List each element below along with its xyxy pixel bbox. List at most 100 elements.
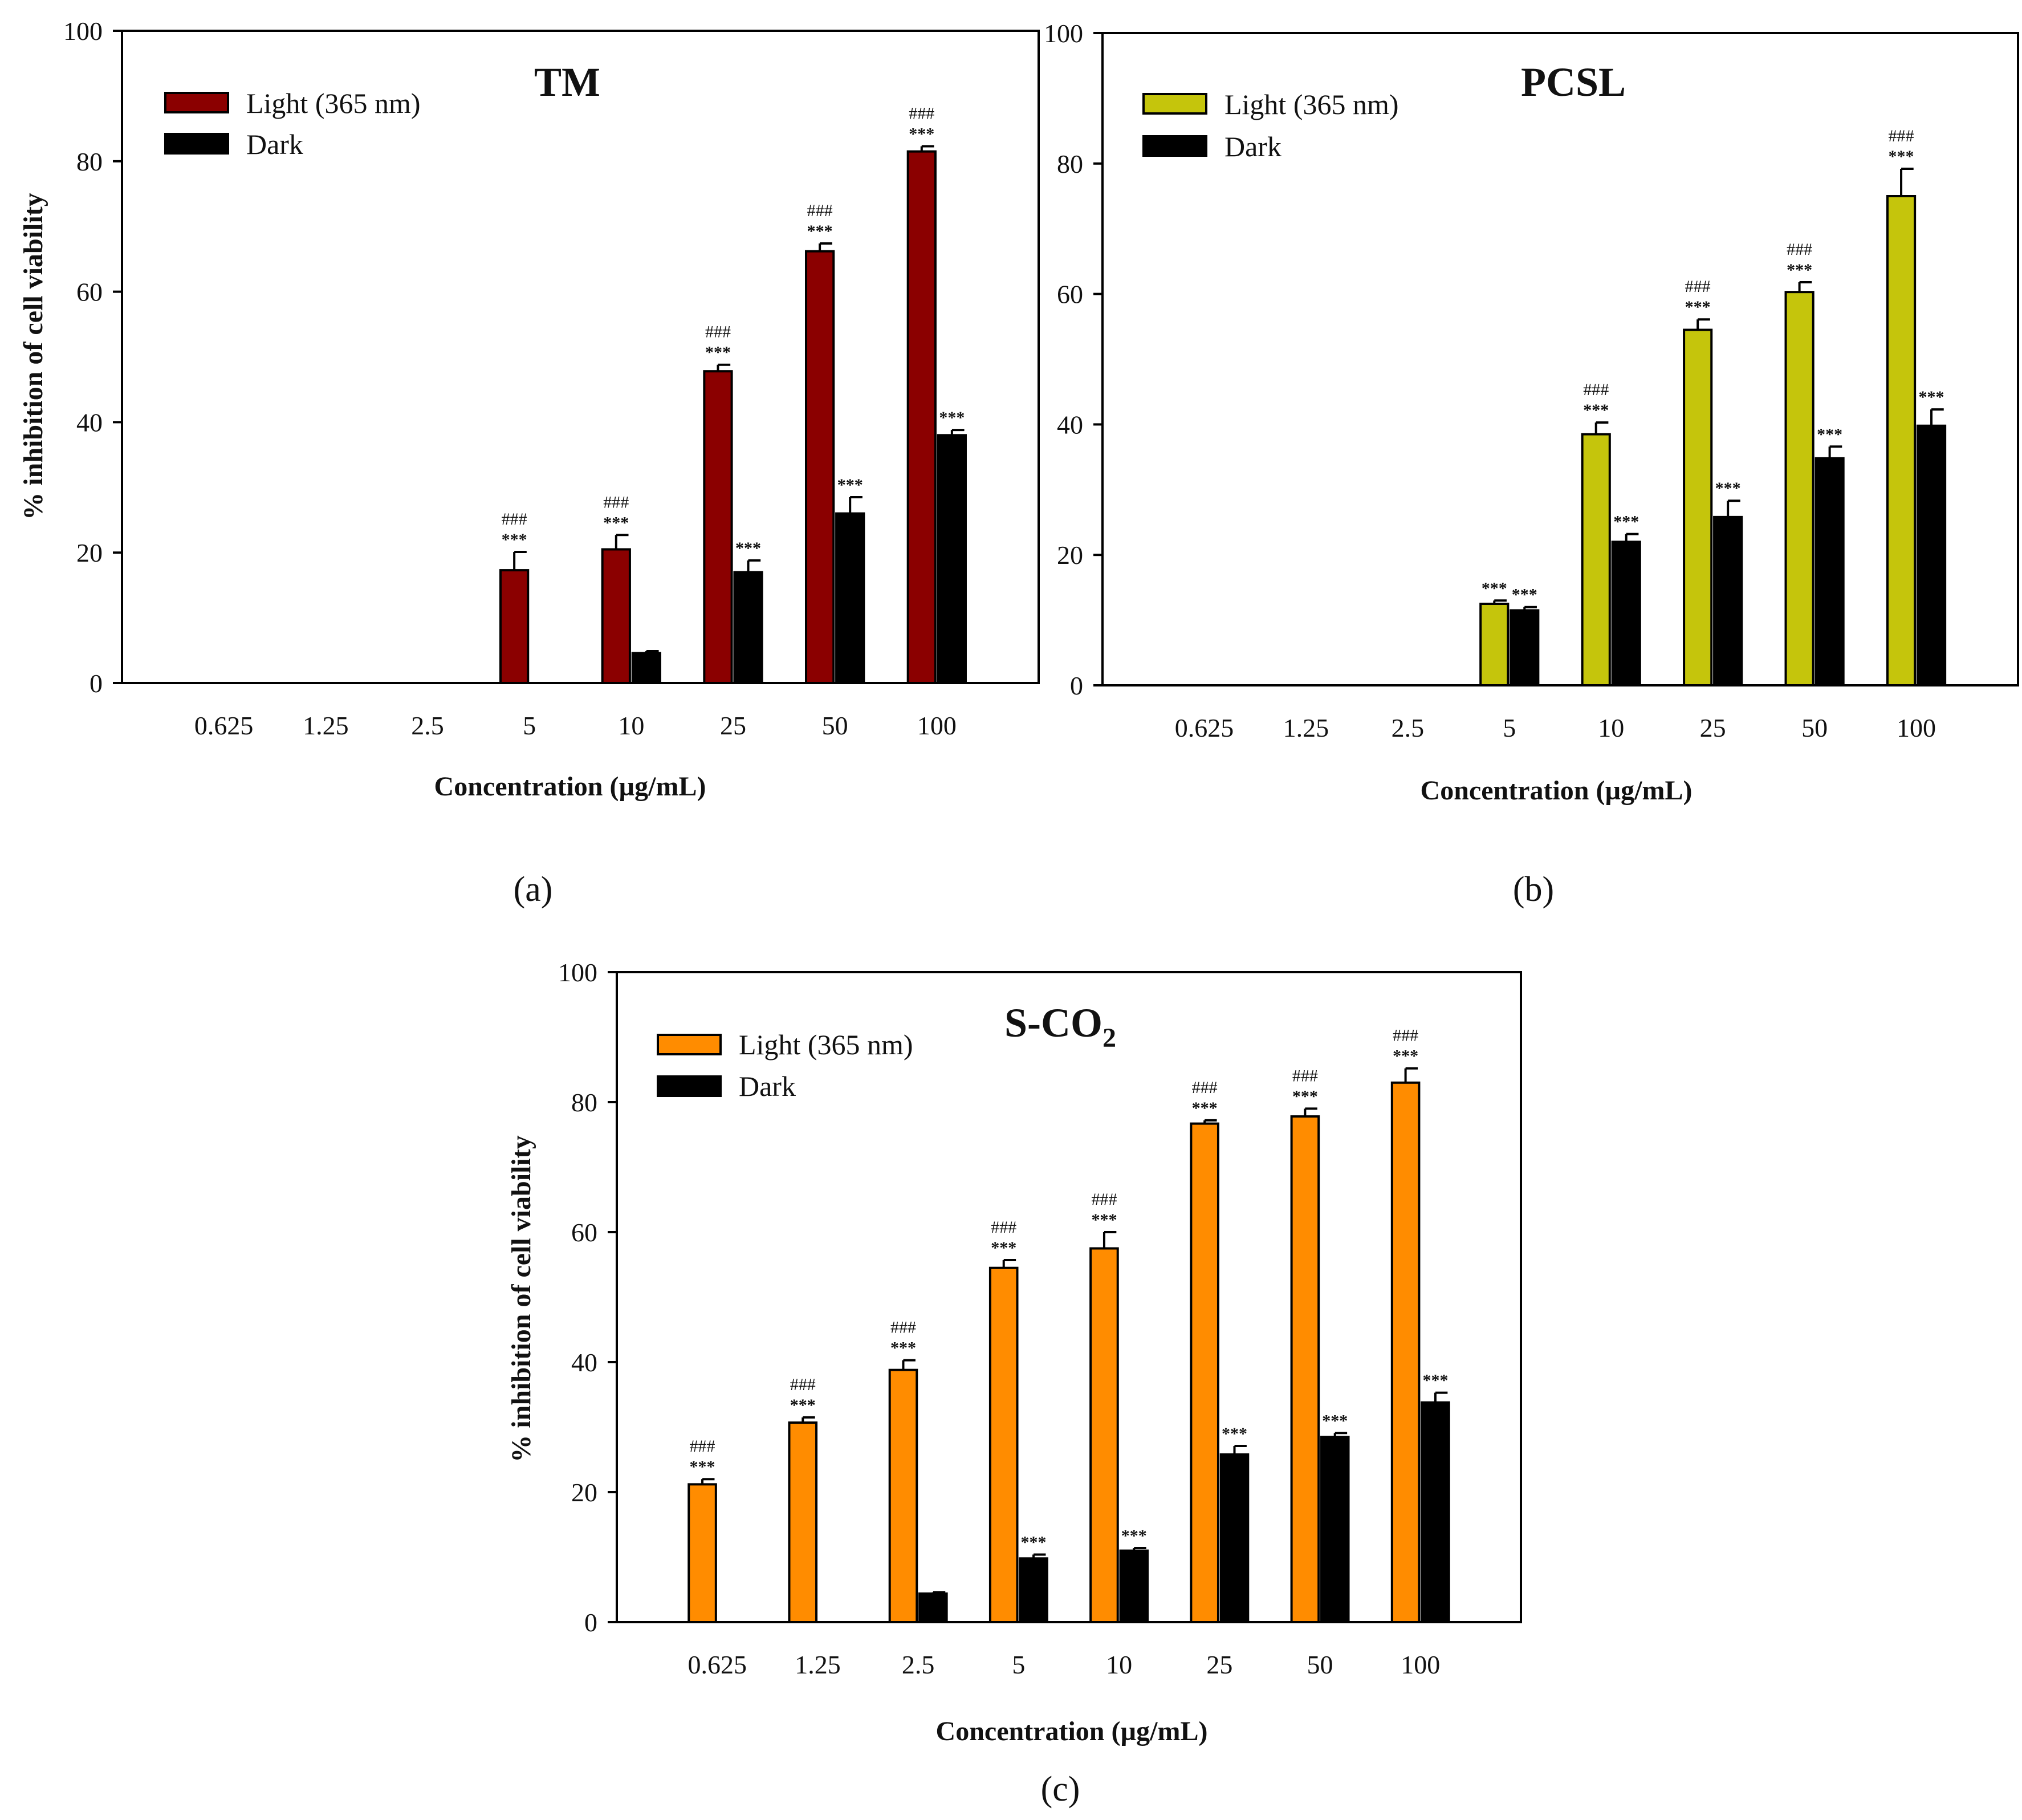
panel-b-bar-light-7 bbox=[1886, 195, 1917, 686]
panel-b-legend-dark-swatch bbox=[1142, 135, 1207, 157]
panel-b-xtick-label-5: 25 bbox=[1700, 713, 1726, 742]
panel-b-legend-dark-label: Dark bbox=[1224, 131, 1281, 162]
panel-a-hash-light-6: ### bbox=[807, 201, 833, 220]
panel-a-bar-light-4 bbox=[601, 548, 631, 684]
panel-c-ytick-label-5: 100 bbox=[558, 958, 597, 987]
panel-c-sig-light-5: *** bbox=[1192, 1099, 1218, 1118]
panel-c-hash-light-2: ### bbox=[890, 1318, 916, 1337]
panel-a-hash-light-4: ### bbox=[603, 493, 629, 511]
panel-c-bar-dark-7 bbox=[1421, 1401, 1450, 1623]
panel-b-ytick-label-1: 20 bbox=[1057, 541, 1083, 570]
panel-c-ytick-label-1: 20 bbox=[571, 1478, 597, 1507]
panel-b-bar-dark-4 bbox=[1611, 541, 1641, 686]
panel-b-hash-light-7: ### bbox=[1889, 127, 1914, 145]
panel-c-sig-light-2: *** bbox=[890, 1339, 916, 1358]
panel-b-sig-dark-3: *** bbox=[1512, 586, 1537, 604]
panel-c-hash-light-4: ### bbox=[1091, 1190, 1117, 1209]
panel-c-bar-dark-2 bbox=[918, 1592, 948, 1624]
panel-c-ytick-label-4: 80 bbox=[571, 1088, 597, 1117]
panel-c-title-main: S-CO bbox=[1004, 1000, 1102, 1046]
panel-c-bar-light-4 bbox=[1089, 1247, 1119, 1623]
panel-c-bar-light-7 bbox=[1390, 1081, 1421, 1624]
panel-c-label: (c) bbox=[1041, 1770, 1080, 1809]
panel-c-hash-light-6: ### bbox=[1292, 1066, 1318, 1085]
panel-a-bar-dark-6 bbox=[835, 512, 865, 684]
panel-a-hash-light-3: ### bbox=[502, 510, 527, 529]
panel-b-hash-light-4: ### bbox=[1583, 380, 1609, 399]
panel-b-xlabel: Concentration (µg/mL) bbox=[1421, 775, 1693, 806]
panel-b-sig-light-4: *** bbox=[1583, 401, 1609, 420]
panel-c-bar-dark-6 bbox=[1320, 1436, 1350, 1624]
panel-a-ytick-label-5: 100 bbox=[63, 17, 103, 46]
panel-a-xtick-label-1: 1.25 bbox=[303, 711, 349, 740]
panel-a-sig-dark-7: *** bbox=[939, 408, 965, 427]
panel-c-xtick-label-5: 25 bbox=[1206, 1650, 1232, 1679]
panel-c-sig-light-3: *** bbox=[991, 1238, 1016, 1257]
panel-b-plot-frame bbox=[1101, 32, 2019, 686]
panel-b-marks: 0 20 40 60 80 100 0.625 1.25 2.5 5 10 25 50 100 *** ***… bbox=[1044, 19, 2019, 742]
panel-b-bar-light-6 bbox=[1784, 291, 1814, 686]
panel-c-ytick-label-3: 60 bbox=[571, 1218, 597, 1247]
panel-b-bar-dark-5 bbox=[1713, 515, 1743, 687]
panel-b-xtick-label-2: 2.5 bbox=[1392, 713, 1425, 742]
panel-b-ytick-label-3: 60 bbox=[1057, 280, 1083, 309]
panel-c-bar-light-0 bbox=[687, 1483, 717, 1624]
panel-c-xtick-label-7: 100 bbox=[1401, 1650, 1440, 1679]
panel-b-ytick-label-4: 80 bbox=[1057, 149, 1083, 178]
panel-b-ytick-label-5: 100 bbox=[1044, 19, 1083, 48]
panel-c-ytick-label-0: 0 bbox=[584, 1608, 597, 1637]
panel-b-hash-light-5: ### bbox=[1685, 277, 1711, 296]
panel-a-hash-light-5: ### bbox=[705, 323, 731, 342]
panel-c-xlabel: Concentration (µg/mL) bbox=[936, 1716, 1208, 1746]
panel-b-sig-dark-7: *** bbox=[1919, 388, 1944, 407]
panel-c-bar-light-3 bbox=[988, 1266, 1019, 1623]
panel-c-title-sub: 2 bbox=[1102, 1023, 1116, 1053]
panel-b-bar-light-3 bbox=[1479, 603, 1510, 686]
panel-b-bar-dark-7 bbox=[1916, 424, 1947, 686]
panel-b-bar-dark-6 bbox=[1814, 457, 1845, 686]
panel-c-hash-light-7: ### bbox=[1393, 1026, 1418, 1045]
panel-c-ylabel: % inhibition of cell viability bbox=[506, 1135, 536, 1462]
panel-b-legend-light-label: Light (365 nm) bbox=[1224, 88, 1399, 120]
panel-a-ytick-label-3: 60 bbox=[76, 278, 103, 307]
panel-b-title: PCSL bbox=[1521, 59, 1626, 105]
panel-a-ytick-label-2: 40 bbox=[76, 408, 103, 437]
panel-c-xtick-label-3: 5 bbox=[1012, 1650, 1025, 1679]
panel-c-bar-dark-4 bbox=[1119, 1549, 1149, 1624]
panel-a-legend-dark-swatch bbox=[164, 133, 229, 155]
panel-b-sig-dark-4: *** bbox=[1613, 513, 1639, 531]
panel-b-ytick-label-2: 40 bbox=[1057, 410, 1083, 439]
panel-b-bar-light-5 bbox=[1683, 328, 1713, 686]
panel-a-bar-light-5 bbox=[703, 370, 733, 684]
panel-b-sig-dark-6: *** bbox=[1817, 425, 1842, 444]
panel-a-xtick-label-5: 25 bbox=[720, 711, 746, 740]
panel-b-sig-light-7: *** bbox=[1889, 147, 1914, 166]
panel-b-xtick-label-7: 100 bbox=[1897, 713, 1936, 742]
panel-c-xtick-label-6: 50 bbox=[1307, 1650, 1333, 1679]
panel-a-ylabel: % inhibition of cell viability bbox=[18, 193, 48, 519]
panel-c-xtick-label-2: 2.5 bbox=[902, 1650, 935, 1679]
panel-b-xtick-label-3: 5 bbox=[1503, 713, 1516, 742]
panel-a-legend-dark-label: Dark bbox=[246, 128, 303, 160]
panel-c-sig-light-4: *** bbox=[1091, 1210, 1117, 1229]
panel-b-bar-dark-3 bbox=[1510, 609, 1540, 686]
panel-a-bar-light-3 bbox=[499, 569, 530, 685]
panel-a-xtick-label-4: 10 bbox=[618, 711, 644, 740]
panel-c-bar-light-1 bbox=[788, 1421, 818, 1624]
panel-c-sig-dark-3: *** bbox=[1021, 1533, 1047, 1551]
panel-c-hash-light-1: ### bbox=[790, 1375, 816, 1394]
panel-c-sig-light-0: *** bbox=[690, 1457, 715, 1476]
panel-b-xtick-label-6: 50 bbox=[1801, 713, 1828, 742]
panel-b-xtick-label-4: 10 bbox=[1598, 713, 1624, 742]
panel-a-sig-dark-6: *** bbox=[837, 476, 863, 494]
panel-a-legend-light-label: Light (365 nm) bbox=[246, 87, 421, 119]
panel-c-bar-dark-3 bbox=[1019, 1557, 1048, 1624]
panel-c-ytick-label-2: 40 bbox=[571, 1348, 597, 1377]
panel-a-sig-light-4: *** bbox=[603, 513, 629, 532]
panel-c-sig-dark-5: *** bbox=[1222, 1424, 1247, 1443]
panel-a-hash-light-7: ### bbox=[909, 104, 934, 123]
panel-b-label: (b) bbox=[1513, 870, 1554, 909]
panel-c-sig-dark-6: *** bbox=[1322, 1411, 1348, 1430]
